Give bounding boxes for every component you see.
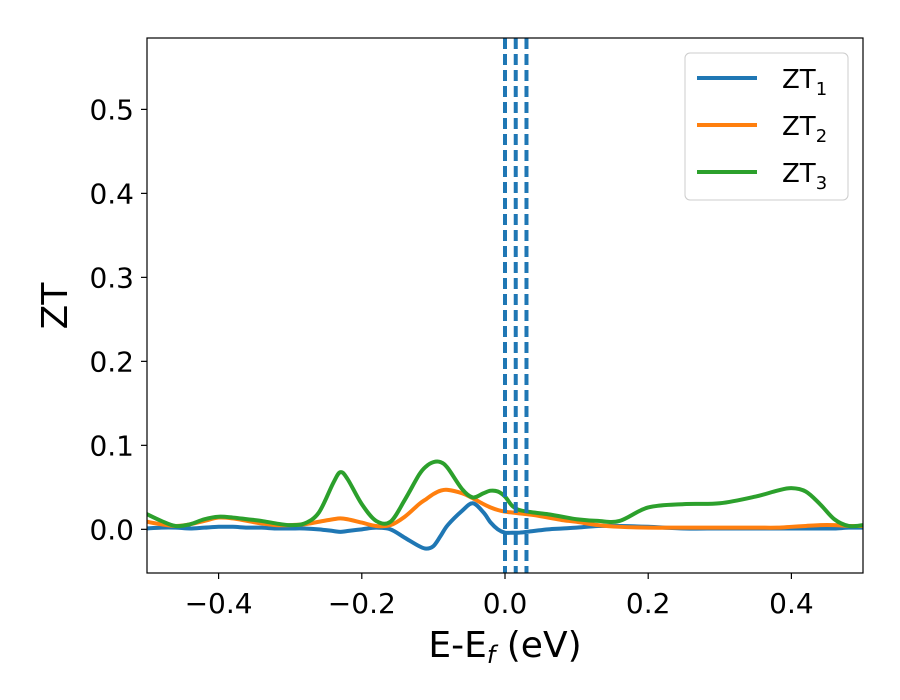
legend-label-zt2: ZT2 <box>782 112 827 147</box>
series-line-zt3 <box>147 459 863 529</box>
legend-label-zt1: ZT1 <box>782 65 827 100</box>
legend-box <box>684 52 849 201</box>
x-axis-label-unit: (eV) <box>495 625 581 666</box>
x-tick-label: −0.4 <box>185 587 253 620</box>
y-axis-label: ZT <box>35 282 76 330</box>
y-tick-label: 0.1 <box>89 429 134 462</box>
y-tick-label: 0.3 <box>89 261 134 294</box>
x-tick-label: −0.2 <box>328 587 396 620</box>
x-axis-ticks: −0.4 −0.2 0.0 0.2 0.4 <box>185 573 814 620</box>
legend-item-zt3: ZT3 <box>697 159 827 194</box>
legend: ZT1 ZT2 ZT3 <box>684 52 849 201</box>
legend-item-zt1: ZT1 <box>697 65 827 100</box>
legend-label-zt3: ZT3 <box>782 159 827 194</box>
y-tick-label: 0.5 <box>89 93 134 126</box>
vline-layer <box>503 38 529 573</box>
x-tick-label: 0.2 <box>626 587 671 620</box>
y-axis-ticks: 0.0 0.1 0.2 0.3 0.4 0.5 <box>89 93 147 546</box>
series-line-zt2 <box>147 487 863 530</box>
y-tick-label: 0.4 <box>89 177 134 210</box>
y-tick-label: 0.2 <box>89 345 134 378</box>
series-layer <box>147 459 863 551</box>
x-axis-label: E-Ef (eV) <box>428 625 581 669</box>
legend-item-zt2: ZT2 <box>697 112 827 147</box>
x-tick-label: 0.0 <box>483 587 528 620</box>
x-tick-label: 0.4 <box>769 587 814 620</box>
x-axis-label-main: E-E <box>428 625 486 666</box>
y-tick-label: 0.0 <box>89 513 134 546</box>
